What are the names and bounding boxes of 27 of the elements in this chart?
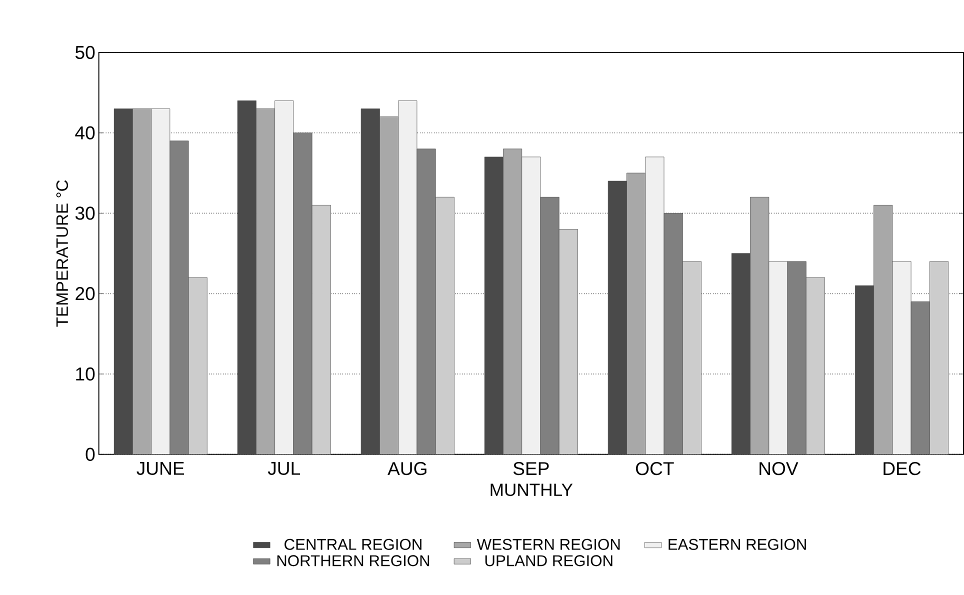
y-tick-label: 50 [75, 46, 95, 59]
legend-label: CENTRAL REGION [284, 538, 422, 550]
legend-label: WESTERN REGION [476, 538, 620, 550]
y-tick-label: 40 [75, 126, 95, 140]
y-tick-label: 10 [76, 367, 95, 381]
legend-label: NORTHERN REGION [277, 555, 430, 566]
legend-label: EASTERN REGION [668, 538, 806, 550]
x-tick-label: SEP [513, 462, 549, 476]
x-tick-label: NOV [760, 462, 798, 476]
bar [558, 229, 578, 454]
bar [312, 204, 331, 454]
x-tick-label: OCT [636, 462, 674, 476]
x-axis-title: MUNTHLY [490, 484, 573, 496]
x-tick-label: AUG [388, 462, 426, 476]
x-tick-label: JUL [268, 462, 300, 475]
bar [682, 261, 702, 454]
y-tick-label: 20 [76, 287, 95, 300]
y-axis-title: TEMPERATURE °C [56, 180, 68, 327]
bar [435, 196, 454, 454]
x-tick-label: JUNE [136, 462, 184, 475]
legend-label: UPLAND REGION [485, 555, 612, 566]
y-tick-label: 30 [75, 206, 95, 220]
y-tick-label: 0 [86, 448, 95, 461]
x-tick-label: DEC [884, 462, 921, 476]
bar [188, 277, 208, 454]
bar [806, 277, 825, 454]
bar [929, 261, 949, 454]
